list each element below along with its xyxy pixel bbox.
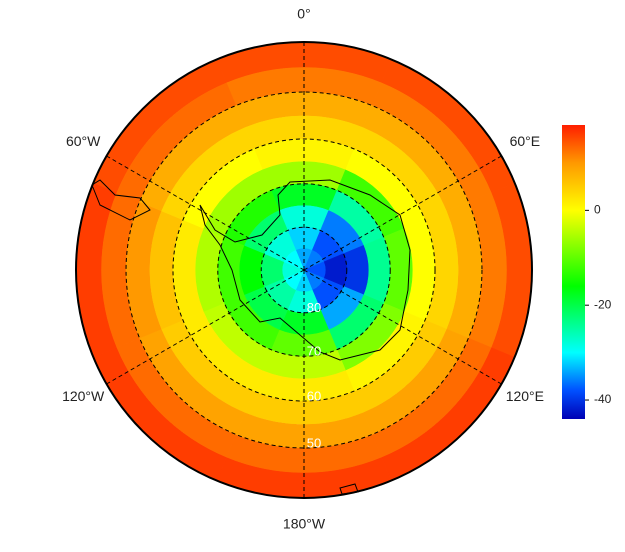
field-cell [283,249,305,271]
colorbar-tick-label: -40 [594,392,612,406]
colorbar-ramp [562,125,585,419]
meridian-label: 120°E [506,388,544,404]
colorbar-tick-label: -20 [594,297,612,311]
map-border [75,41,533,499]
meridian-label: 0° [297,6,310,22]
meridian-label: 60°E [510,133,541,149]
meridian [106,155,305,271]
parallel-label: 70 [307,344,321,359]
parallel [172,138,436,402]
temperature-field [76,42,532,498]
graticule: 80 70 60 50 [106,42,502,498]
meridian [303,269,502,385]
parallel-label: 60 [307,388,321,403]
parallel-label: 50 [307,435,321,450]
parallel [125,91,483,449]
meridian-label: 60°W [66,133,101,149]
coastline [199,179,411,361]
meridian-label: 180°W [283,516,326,532]
colorbar: 0 -20 -40 [562,125,612,419]
parallel [260,226,348,314]
parallel-label: 80 [307,300,321,315]
meridian [303,155,502,271]
colorbar-tick-label: 0 [594,203,601,217]
meridian [106,269,305,385]
meridian-label: 120°W [62,388,105,404]
